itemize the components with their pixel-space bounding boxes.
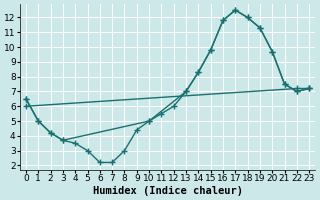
X-axis label: Humidex (Indice chaleur): Humidex (Indice chaleur) bbox=[92, 186, 243, 196]
